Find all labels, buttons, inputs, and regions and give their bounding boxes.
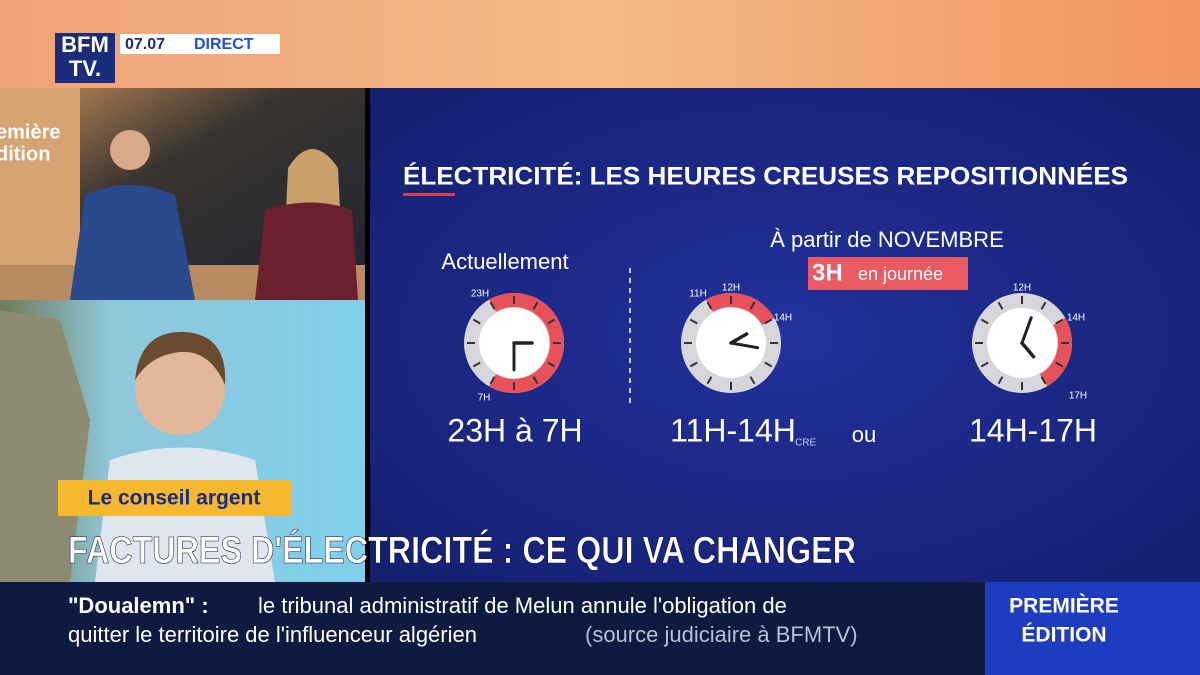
- clock-tick: [472, 318, 481, 325]
- guest-head: [135, 345, 225, 435]
- clock-tick: [1055, 361, 1064, 368]
- ticker-text: quitter le territoire de l'influenceur a…: [68, 622, 477, 647]
- show-name: ÉDITION: [1021, 624, 1106, 647]
- future-label: À partir de NOVEMBRE: [770, 227, 1004, 252]
- presenter-hair: [286, 149, 340, 210]
- logo-text: TV.: [69, 56, 101, 81]
- live-label: DIRECT: [194, 36, 254, 53]
- clock-tick: [706, 376, 713, 385]
- clock-label: 7H: [478, 393, 491, 404]
- studio-sign-bg: [0, 88, 80, 268]
- clock-tick: [1040, 301, 1047, 310]
- clock-label: 12H: [722, 283, 740, 294]
- clock-caption: 14H-17H: [969, 412, 1097, 448]
- clock-tick: [532, 376, 539, 385]
- segment-text: Le conseil argent: [88, 487, 261, 510]
- logo-bg: [55, 33, 115, 83]
- clock-label: 14H: [1067, 313, 1085, 324]
- clock-tick: [706, 301, 713, 310]
- panel-title: ÉLECTRICITÉ: LES HEURES CREUSES REPOSITI…: [403, 162, 1128, 191]
- clock-tick: [980, 318, 989, 325]
- clock-tick: [547, 361, 556, 368]
- guest-hair: [135, 331, 226, 385]
- clock-tick: [1055, 318, 1064, 325]
- clock-tick: [997, 301, 1004, 310]
- clock-label: 17H: [1069, 391, 1087, 402]
- clock-tick: [472, 361, 481, 368]
- clock-tick: [489, 376, 496, 385]
- or-label: ou: [852, 422, 876, 447]
- title-underline: [403, 193, 455, 196]
- badge-hours: 3H: [812, 259, 843, 286]
- studio-sign-text: emière: [0, 121, 61, 143]
- clock-tick: [689, 318, 698, 325]
- clock-tick: [749, 301, 756, 310]
- badge-text: en journée: [858, 264, 943, 284]
- clock-tick: [980, 361, 989, 368]
- clock-hand: [729, 341, 760, 350]
- clock-tick: [689, 361, 698, 368]
- clock-caption: 23H à 7H: [447, 412, 582, 448]
- clock-bar: [120, 34, 280, 54]
- source: CRE: [795, 438, 816, 449]
- clock-tick: [547, 318, 556, 325]
- clock-label: 11H: [689, 289, 707, 300]
- ticker-source: (source judiciaire à BFMTV): [585, 622, 858, 647]
- clock-tick: [532, 301, 539, 310]
- clock-highlight: [706, 293, 775, 326]
- clock-label: 12H: [1013, 283, 1031, 294]
- presenter-body: [70, 185, 195, 300]
- presenter-body: [255, 202, 358, 300]
- time: 07.07: [125, 36, 165, 53]
- future-badge: [808, 257, 968, 290]
- clock-tick: [749, 376, 756, 385]
- show-name: PREMIÈRE: [1009, 595, 1119, 618]
- studio-sign-text: dition: [0, 143, 50, 165]
- clock-highlight: [1039, 318, 1072, 387]
- show-box: [985, 582, 1200, 675]
- clock-label: 23H: [471, 289, 489, 300]
- current-label: Actuellement: [441, 249, 568, 274]
- clock-tick: [489, 301, 496, 310]
- presenter-head: [110, 130, 150, 170]
- headline: FACTURES D'ÉLECTRICITÉ : CE QUI VA CHANG…: [68, 528, 856, 572]
- clock-tick: [764, 361, 773, 368]
- ticker-tag: "Doualemn" :: [68, 593, 209, 618]
- clocks: 23H 7H 12H 11H 14H 12H 14H 17H: [464, 283, 1087, 404]
- clock-caption: 11H-14H: [670, 412, 796, 448]
- clock-tick: [997, 376, 1004, 385]
- clock-hand: [1020, 341, 1036, 359]
- clock-tick: [1040, 376, 1047, 385]
- ticker-text: le tribunal administratif de Melun annul…: [258, 593, 787, 618]
- clock-hand: [1020, 316, 1033, 345]
- clock-label: 14H: [774, 313, 792, 324]
- logo-text: BFM: [61, 32, 109, 57]
- segment-tag: [58, 480, 291, 516]
- clock-hand: [729, 332, 749, 345]
- clock-tick: [764, 318, 773, 325]
